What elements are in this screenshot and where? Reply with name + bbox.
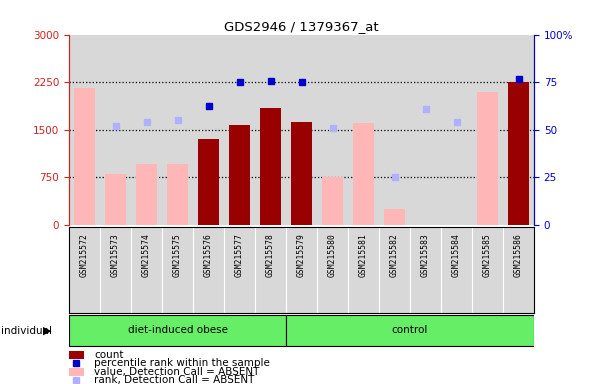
Bar bbox=[260, 108, 281, 225]
Text: individual: individual bbox=[1, 326, 52, 336]
Text: GSM215575: GSM215575 bbox=[173, 233, 182, 277]
Bar bbox=[292, 122, 311, 225]
Text: GSM215573: GSM215573 bbox=[111, 233, 120, 277]
Bar bbox=[353, 123, 374, 225]
Text: GSM215583: GSM215583 bbox=[421, 233, 430, 277]
Bar bbox=[69, 315, 286, 346]
Text: rank, Detection Call = ABSENT: rank, Detection Call = ABSENT bbox=[94, 375, 254, 384]
Text: count: count bbox=[94, 350, 124, 360]
Text: GSM215582: GSM215582 bbox=[390, 233, 399, 277]
Text: ▶: ▶ bbox=[43, 326, 52, 336]
Bar bbox=[478, 92, 497, 225]
Text: GSM215576: GSM215576 bbox=[204, 233, 213, 277]
Bar bbox=[74, 88, 95, 225]
Title: GDS2946 / 1379367_at: GDS2946 / 1379367_at bbox=[224, 20, 379, 33]
Text: GSM215579: GSM215579 bbox=[297, 233, 306, 277]
Text: GSM215586: GSM215586 bbox=[514, 233, 523, 277]
Bar bbox=[136, 164, 157, 225]
Bar bbox=[385, 209, 404, 225]
Bar bbox=[322, 177, 343, 225]
Text: GSM215581: GSM215581 bbox=[359, 233, 368, 277]
Text: GSM215584: GSM215584 bbox=[452, 233, 461, 277]
Text: GSM215585: GSM215585 bbox=[483, 233, 492, 277]
Bar bbox=[229, 125, 250, 225]
Text: GSM215580: GSM215580 bbox=[328, 233, 337, 277]
Text: GSM215572: GSM215572 bbox=[80, 233, 89, 277]
Bar bbox=[508, 82, 529, 225]
Text: GSM215578: GSM215578 bbox=[266, 233, 275, 277]
Text: GSM215577: GSM215577 bbox=[235, 233, 244, 277]
Bar bbox=[286, 315, 534, 346]
Text: GSM215574: GSM215574 bbox=[142, 233, 151, 277]
Text: diet-induced obese: diet-induced obese bbox=[128, 325, 227, 335]
Text: control: control bbox=[392, 325, 428, 335]
Bar bbox=[106, 174, 125, 225]
Bar bbox=[70, 351, 84, 359]
Text: percentile rank within the sample: percentile rank within the sample bbox=[94, 358, 270, 368]
Bar bbox=[167, 164, 188, 225]
Text: value, Detection Call = ABSENT: value, Detection Call = ABSENT bbox=[94, 367, 259, 377]
Bar bbox=[199, 139, 218, 225]
Bar bbox=[70, 368, 84, 376]
